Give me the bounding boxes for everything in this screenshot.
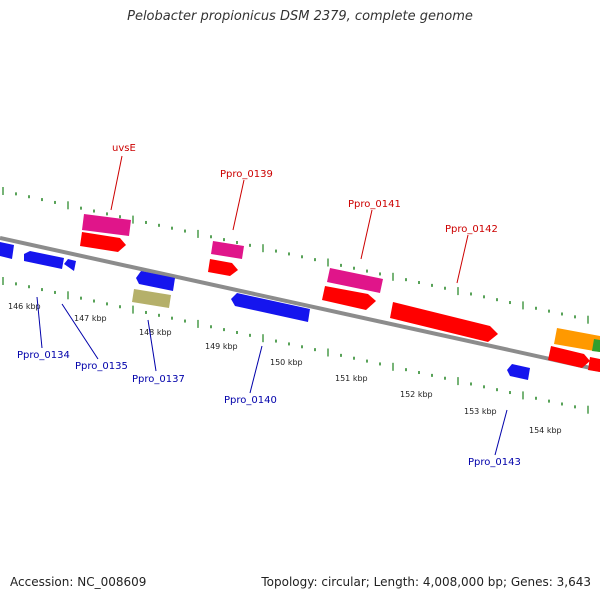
reverse-gene-labels: Ppro_0134 Ppro_0135 Ppro_0137 Ppro_0140 … — [17, 296, 521, 468]
gene-label-uvsE[interactable]: uvsE — [112, 143, 136, 154]
leader-line — [360, 209, 373, 260]
scale-labels: 146 kbp 147 kbp 148 kbp 149 kbp 150 kbp … — [8, 302, 562, 435]
scale-label: 150 kbp — [270, 358, 303, 367]
scale-label: 146 kbp — [8, 302, 41, 311]
leader-line — [61, 303, 99, 360]
leader-line — [249, 345, 263, 394]
gene-label-Ppro_0134[interactable]: Ppro_0134 — [17, 350, 70, 361]
gene-uvsE[interactable] — [82, 214, 131, 236]
gene-Ppro_0137[interactable] — [136, 271, 175, 291]
inner-tick-ring — [2, 277, 589, 414]
reverse-genes — [0, 242, 530, 380]
scale-label: 152 kbp — [400, 390, 433, 399]
gene-Ppro_0137[interactable] — [132, 289, 171, 308]
scale-label: 151 kbp — [335, 374, 368, 383]
gene-Ppro_0139[interactable] — [211, 241, 244, 259]
gene-Ppro_0141[interactable] — [327, 268, 383, 293]
gene-forward[interactable] — [554, 328, 600, 352]
gene-label-Ppro_0143[interactable]: Ppro_0143 — [468, 457, 521, 468]
gene-label-Ppro_0141[interactable]: Ppro_0141 — [348, 199, 401, 210]
gene-Ppro_0142[interactable] — [390, 302, 498, 342]
scale-label: 149 kbp — [205, 342, 238, 351]
forward-gene-labels: uvsE Ppro_0139 Ppro_0141 Ppro_0142 — [110, 143, 498, 284]
map-title: Pelobacter propionicus DSM 2379, complet… — [127, 9, 473, 24]
leader-line — [456, 234, 469, 284]
gene-forward[interactable] — [548, 346, 590, 368]
topology-summary: Topology: circular; Length: 4,008,000 bp… — [261, 575, 591, 589]
leader-line — [494, 409, 508, 456]
leader-line — [232, 179, 245, 231]
gene-Ppro_0134[interactable] — [24, 251, 64, 269]
gene-forward[interactable] — [208, 259, 238, 276]
scale-label: 153 kbp — [464, 407, 497, 416]
gene-label-Ppro_0140[interactable]: Ppro_0140 — [224, 395, 277, 406]
gene-label-Ppro_0135[interactable]: Ppro_0135 — [75, 361, 128, 372]
leader-line — [36, 296, 43, 349]
gene-label-Ppro_0142[interactable]: Ppro_0142 — [445, 224, 498, 235]
outer-tick-ring — [2, 187, 589, 324]
forward-genes — [80, 214, 600, 372]
genome-backbone — [0, 236, 600, 372]
scale-label: 148 kbp — [139, 328, 172, 337]
gene-forward[interactable] — [588, 357, 600, 372]
accession-text: Accession: NC_008609 — [10, 575, 147, 589]
leader-line — [110, 155, 123, 211]
gene-reverse[interactable] — [0, 242, 14, 259]
scale-label: 154 kbp — [529, 426, 562, 435]
gene-label-Ppro_0137[interactable]: Ppro_0137 — [132, 374, 185, 385]
gene-forward[interactable] — [322, 286, 376, 310]
gene-label-Ppro_0139[interactable]: Ppro_0139 — [220, 169, 273, 180]
gene-Ppro_0143[interactable] — [507, 364, 530, 380]
gene-Ppro_0140[interactable] — [231, 293, 310, 322]
gene-Ppro_0135[interactable] — [64, 259, 76, 271]
gene-forward[interactable] — [80, 232, 126, 252]
gene-forward[interactable] — [592, 339, 600, 352]
scale-label: 147 kbp — [74, 314, 107, 323]
leader-line — [147, 319, 157, 372]
